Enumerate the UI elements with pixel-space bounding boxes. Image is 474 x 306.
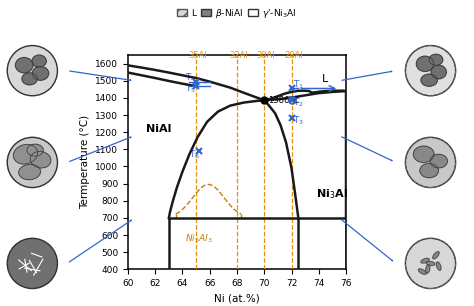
Ellipse shape — [421, 74, 438, 86]
Text: 28Al: 28Al — [284, 51, 303, 60]
Circle shape — [406, 239, 455, 288]
Circle shape — [406, 138, 455, 187]
Text: 1386°C: 1386°C — [268, 96, 300, 105]
Ellipse shape — [22, 73, 37, 85]
Circle shape — [405, 238, 456, 289]
Text: 30Al: 30Al — [257, 51, 275, 60]
Ellipse shape — [32, 67, 49, 80]
Ellipse shape — [430, 154, 447, 168]
Ellipse shape — [32, 55, 46, 67]
Text: T$_1$: T$_1$ — [293, 79, 304, 91]
Text: T$_5$: T$_5$ — [184, 83, 196, 95]
Ellipse shape — [433, 252, 439, 259]
Circle shape — [406, 46, 455, 95]
Ellipse shape — [426, 261, 435, 265]
Ellipse shape — [13, 144, 37, 164]
Circle shape — [7, 137, 57, 188]
Circle shape — [8, 46, 57, 95]
Text: 35Al: 35Al — [189, 51, 207, 60]
Text: T$_6$: T$_6$ — [189, 148, 200, 161]
Text: Ni$_3$Al: Ni$_3$Al — [316, 187, 348, 201]
Text: T$_4$: T$_4$ — [184, 72, 196, 84]
Ellipse shape — [437, 262, 441, 270]
Text: 32Al: 32Al — [229, 51, 248, 60]
Circle shape — [405, 137, 456, 188]
Text: Ni$_5$Al$_3$: Ni$_5$Al$_3$ — [185, 233, 213, 245]
Circle shape — [8, 239, 57, 288]
Text: T$_2$: T$_2$ — [293, 97, 304, 109]
Ellipse shape — [420, 163, 438, 178]
Legend: L, $\beta$-NiAl, $\gamma$'-Ni$_3$Al: L, $\beta$-NiAl, $\gamma$'-Ni$_3$Al — [176, 6, 298, 21]
Ellipse shape — [413, 146, 434, 162]
Ellipse shape — [419, 269, 426, 274]
Circle shape — [7, 238, 57, 289]
Ellipse shape — [16, 58, 33, 73]
Ellipse shape — [421, 258, 429, 263]
Ellipse shape — [19, 164, 40, 180]
Ellipse shape — [30, 151, 51, 168]
Circle shape — [7, 46, 57, 96]
Ellipse shape — [27, 144, 43, 156]
X-axis label: Ni (at.%): Ni (at.%) — [214, 293, 260, 304]
Ellipse shape — [431, 65, 447, 79]
Text: L: L — [321, 74, 328, 84]
Y-axis label: Termperature (°C): Termperature (°C) — [80, 115, 90, 209]
Ellipse shape — [429, 54, 443, 65]
Text: NiAl: NiAl — [146, 124, 171, 134]
Circle shape — [405, 46, 456, 96]
Ellipse shape — [426, 265, 430, 273]
Text: T$_3$: T$_3$ — [293, 115, 304, 127]
Ellipse shape — [416, 56, 434, 72]
